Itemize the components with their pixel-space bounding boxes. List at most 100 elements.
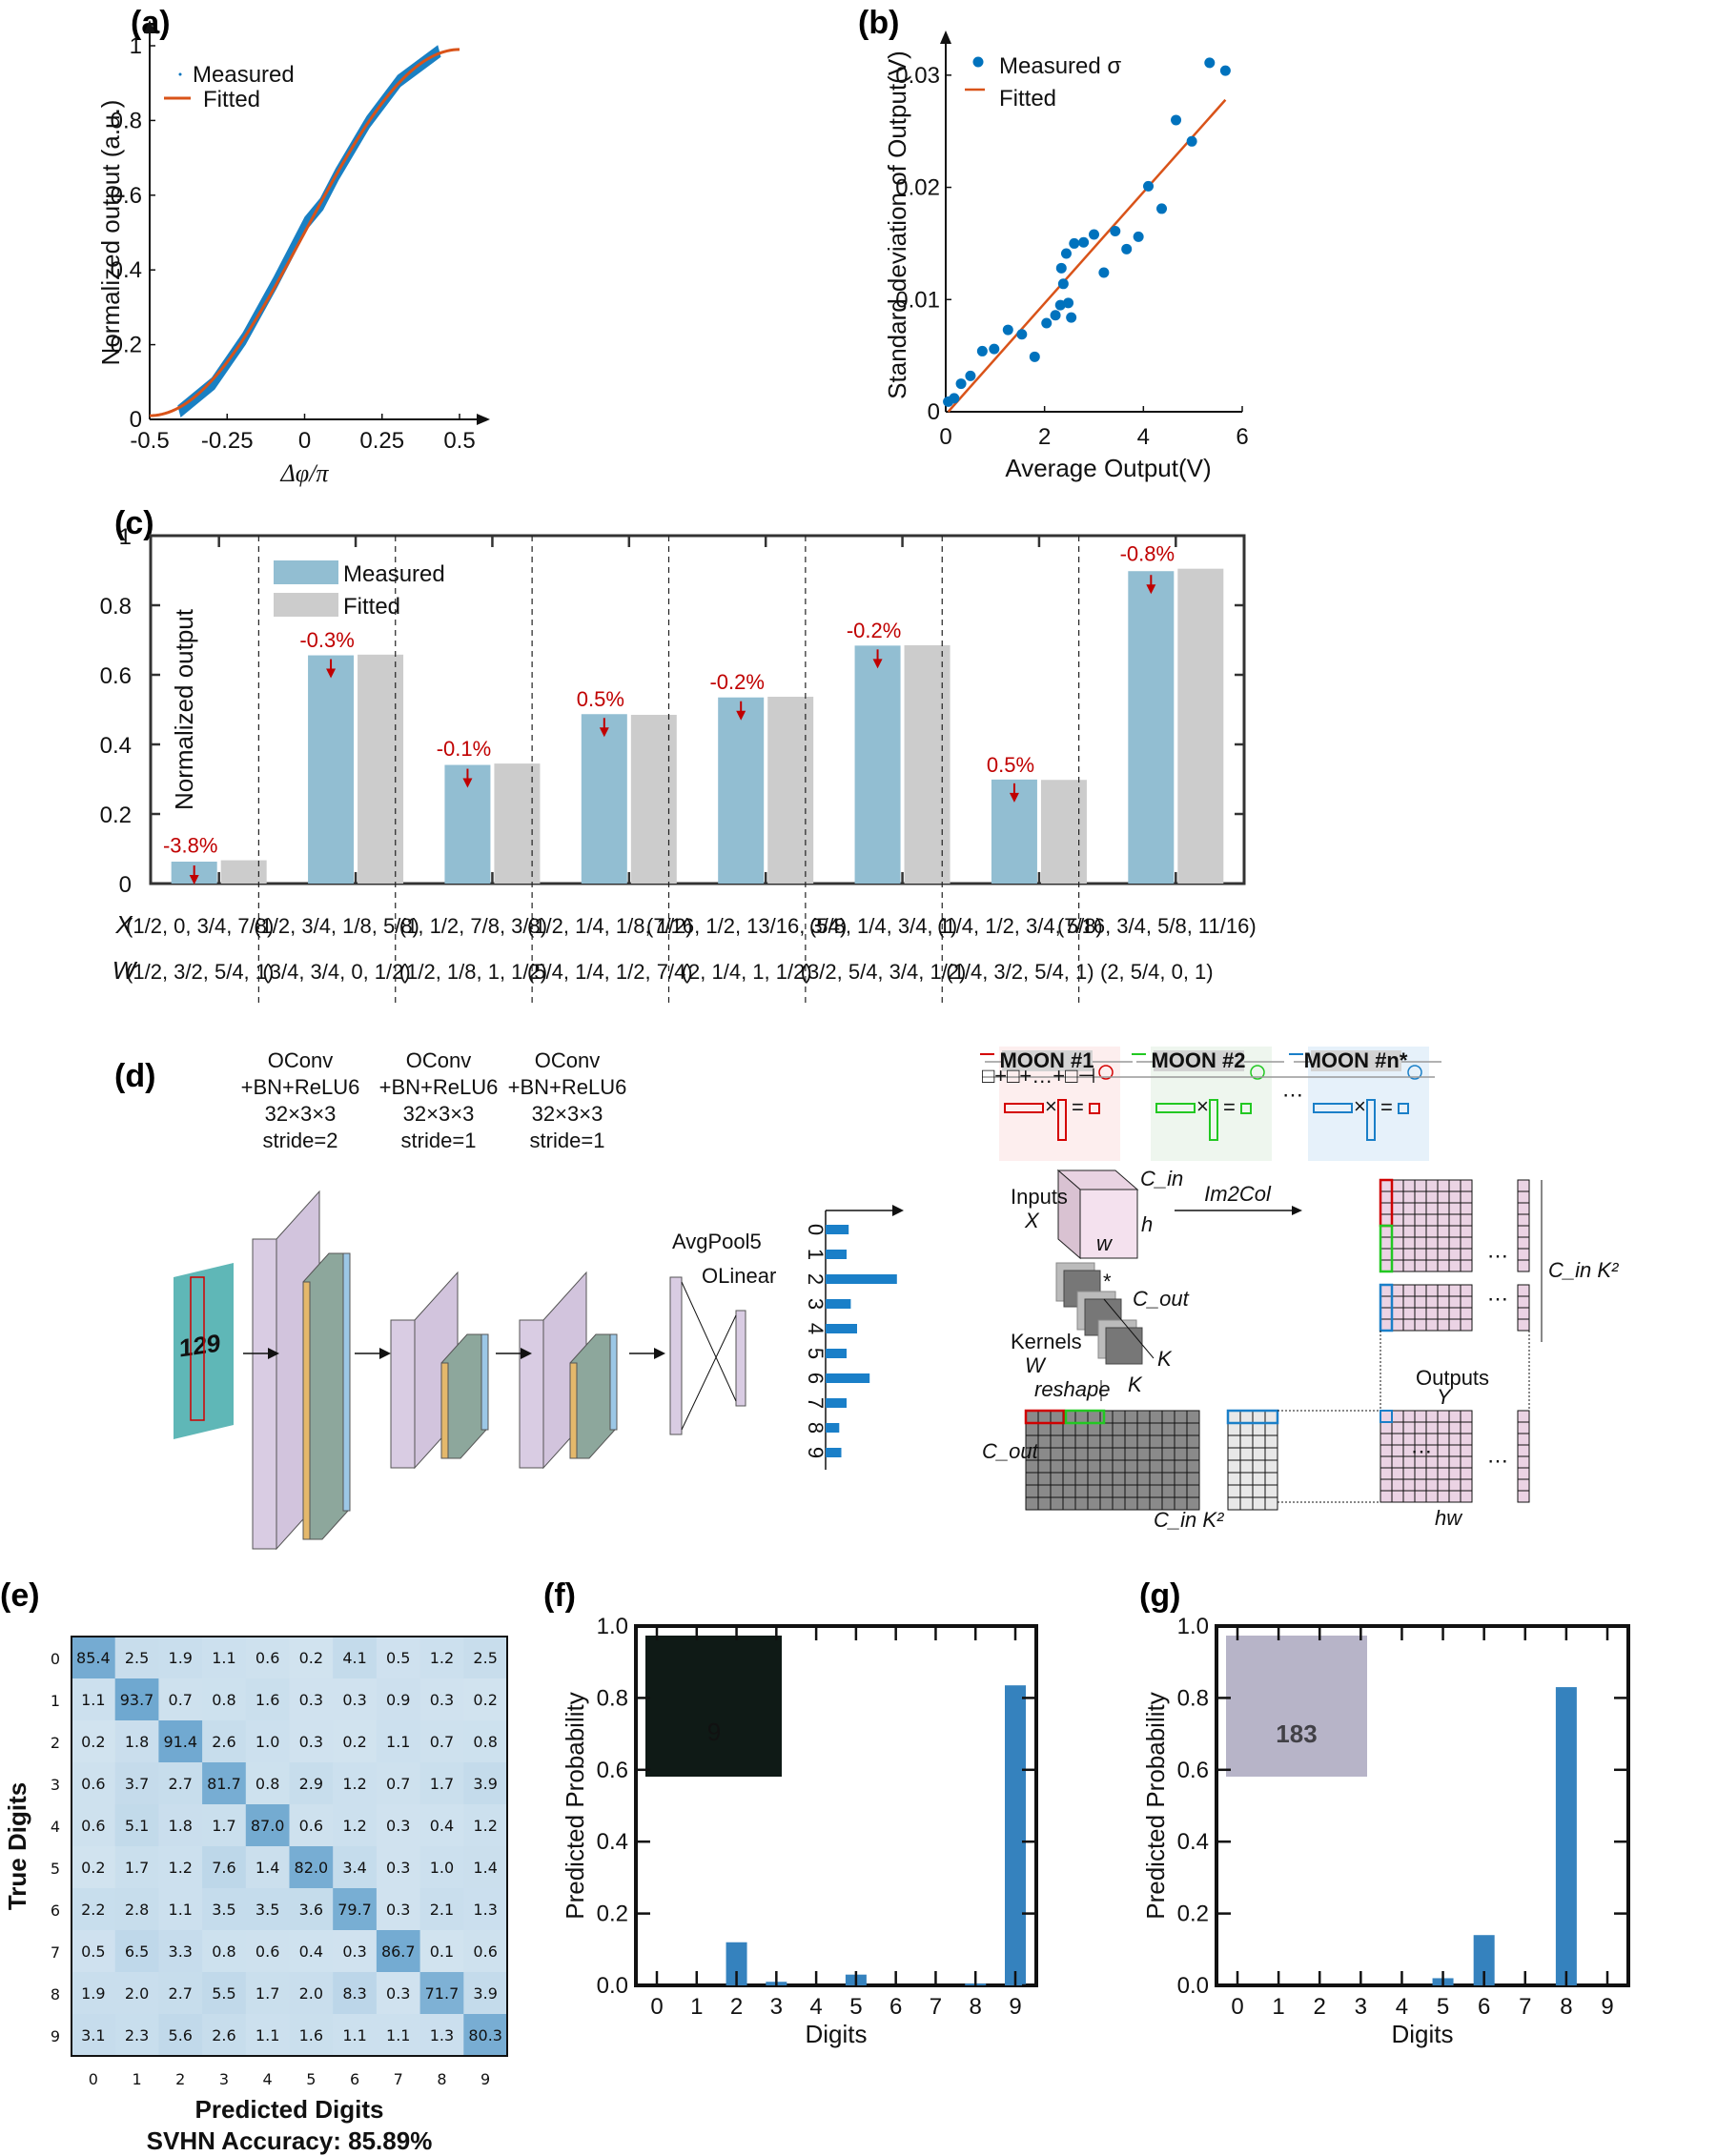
grid-cell [1380, 1179, 1393, 1192]
output-bar [826, 1274, 897, 1284]
heatmap-cell [376, 1804, 421, 1847]
data-point [1098, 267, 1110, 278]
input-image: 129 [174, 1263, 234, 1439]
grid-cell [1448, 1213, 1461, 1227]
grid-cell [1460, 1213, 1473, 1227]
panel-label-c: (c) [114, 505, 154, 541]
moon-label-box [1311, 1050, 1401, 1071]
grid-cell [1460, 1318, 1473, 1332]
fc-line [681, 1281, 737, 1402]
grid-cell [1161, 1459, 1175, 1474]
grid-cell [1124, 1422, 1138, 1436]
heatmap-cell [72, 1678, 116, 1721]
bar-measured [854, 645, 901, 884]
grid-cell [1227, 1484, 1241, 1498]
grid-cell [1460, 1190, 1473, 1204]
heatmap-cell-value: 1.3 [430, 2026, 454, 2044]
x-vector-label: (1/2, 0, 3/4, 7/8) [126, 914, 274, 938]
heatmap-cell-value: 0.3 [386, 1859, 410, 1877]
heatmap-cell-value: 1.4 [473, 1859, 497, 1877]
x-tick-label: 9 [1009, 1994, 1021, 2020]
grid-cell [1402, 1467, 1416, 1480]
grid-cell [1517, 1179, 1530, 1192]
heatmap-cell-value: 0.7 [386, 1775, 410, 1793]
legend-label-measured: Measured [343, 561, 445, 587]
heatmap-cell [158, 1762, 203, 1805]
grid-cell [1087, 1410, 1101, 1424]
grid-cell [1062, 1422, 1076, 1436]
grid-cell [1460, 1236, 1473, 1250]
error-arrow-head [326, 668, 337, 679]
heatmap-cell [72, 2014, 116, 2057]
data-point [1041, 317, 1053, 329]
grid-cell [1448, 1190, 1461, 1204]
column-vector [1057, 1099, 1067, 1141]
heatmap-cell-value: 0.3 [386, 1984, 410, 2003]
grid-cell [1448, 1259, 1461, 1272]
im2col-arrow-head [1292, 1206, 1302, 1215]
x-tick-label: 1 [1272, 1994, 1284, 2020]
heatmap-cell-value: 0.3 [342, 1691, 366, 1709]
grid-cell [1149, 1410, 1163, 1424]
error-arrow-head [1009, 792, 1019, 803]
heatmap-cell [333, 1972, 378, 2015]
grid-cell [1136, 1484, 1151, 1498]
grid-cell [1161, 1472, 1175, 1486]
grid-cell [1239, 1447, 1254, 1461]
grid-cell [1517, 1225, 1530, 1238]
grid-cell [1227, 1447, 1241, 1461]
prob-bar [726, 1942, 747, 1985]
output-digit-label: 1 [804, 1249, 828, 1260]
inset-image-digits: 183 [1276, 1719, 1317, 1748]
y-tick-label: 0 [130, 407, 142, 433]
grid-cell [1062, 1496, 1076, 1511]
grid-cell [1460, 1202, 1473, 1215]
chart-g: 183 0 1 2 3 4 5 6 7 8 9 0.0 0.2 0.4 0.6 0.8 1.0 Digits Pre… [1141, 1614, 1630, 2048]
y-tick-label: 0.4 [1177, 1829, 1209, 1855]
data-point [1186, 135, 1197, 147]
heatmap-cell [245, 1888, 290, 1931]
y-tick-label: 0.6 [597, 1758, 628, 1783]
output-axis-arrow [892, 1205, 904, 1216]
grid-cell [1227, 1422, 1241, 1436]
grid-cell [1124, 1496, 1138, 1511]
legend-swatch-measured [274, 560, 338, 584]
grid-cell [1124, 1472, 1138, 1486]
grid-cell [1050, 1434, 1064, 1449]
heatmap-cell [289, 1762, 334, 1805]
heatmap-cell-value: 0.2 [81, 1859, 105, 1877]
grid-cell [1112, 1459, 1126, 1474]
heatmap-cell [72, 1888, 116, 1931]
x-tick-label: 3 [219, 2070, 229, 2088]
layer-caption-line: stride=2 [263, 1129, 338, 1152]
data-point [1050, 310, 1061, 321]
grid-cell [1425, 1318, 1439, 1332]
layer-slab-front [390, 1319, 416, 1469]
grid-cell [1087, 1447, 1101, 1461]
moon-label-box [1002, 1050, 1093, 1071]
olinear-vector [735, 1310, 746, 1407]
error-arrow-head [872, 659, 883, 669]
grid-cell [1087, 1496, 1101, 1511]
kernel-front [1105, 1327, 1143, 1365]
heatmap-cell [419, 2014, 464, 2057]
equals-sign: = [1223, 1095, 1236, 1119]
plot-frame [149, 534, 1246, 885]
grid-cell [1517, 1259, 1530, 1272]
grid-cell [1437, 1410, 1450, 1423]
grid-cell [1448, 1490, 1461, 1503]
grid-cell [1264, 1434, 1278, 1449]
grid-cell [1037, 1484, 1052, 1498]
legend-label-measured: Measured [193, 62, 295, 88]
data-point [965, 370, 976, 381]
y-tick-label: 0.0 [1177, 1973, 1209, 1999]
grid-cell [1050, 1496, 1064, 1511]
output-bar [826, 1448, 842, 1457]
y-tick-label: 0.01 [895, 287, 940, 313]
grid-cell [1239, 1410, 1254, 1424]
heatmap-cell-value: 1.4 [256, 1859, 279, 1877]
grid-cell [1517, 1307, 1530, 1320]
panel-label-g: (g) [1139, 1577, 1180, 1614]
grid-cell [1136, 1472, 1151, 1486]
grid-cell [1227, 1410, 1241, 1424]
